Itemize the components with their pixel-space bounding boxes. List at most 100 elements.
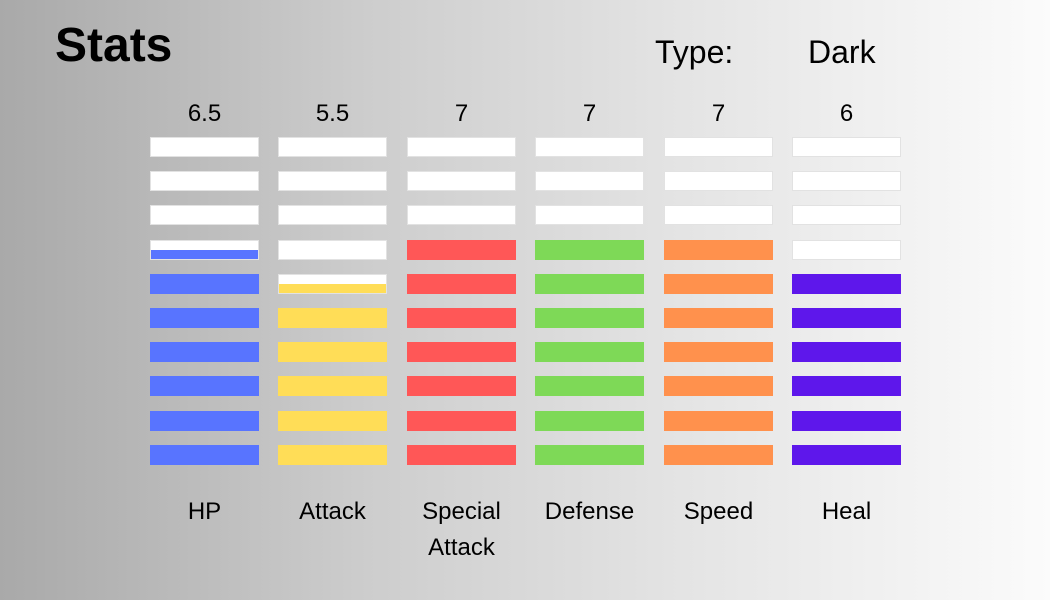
stat-segment bbox=[792, 239, 901, 260]
stat-segment bbox=[150, 308, 259, 328]
stat-segment bbox=[792, 444, 901, 465]
stat-segment-fill bbox=[665, 411, 772, 430]
stat-value: 7 bbox=[711, 100, 726, 127]
stat-column-special-attack: 7 Special Attack bbox=[407, 0, 516, 600]
stat-segment-fill bbox=[408, 411, 515, 430]
stat-segment bbox=[407, 239, 516, 260]
stat-segment-fill bbox=[151, 377, 258, 396]
stat-segment bbox=[407, 171, 516, 192]
stat-segment bbox=[792, 342, 901, 363]
stat-segment bbox=[407, 308, 516, 328]
stat-column-speed: 7 Speed bbox=[664, 0, 773, 600]
stat-segment bbox=[535, 239, 644, 260]
stat-segment bbox=[535, 410, 644, 431]
page-title: Stats bbox=[55, 19, 173, 72]
stat-segment bbox=[664, 342, 773, 363]
stat-column-heal: 6 Heal bbox=[792, 0, 901, 600]
stat-segment-fill bbox=[408, 309, 515, 327]
stat-segment-fill bbox=[665, 309, 772, 327]
stat-segment bbox=[407, 137, 516, 157]
stat-segment bbox=[150, 273, 259, 294]
stat-segment bbox=[407, 376, 516, 397]
stat-label: Heal bbox=[821, 498, 872, 525]
stat-segment bbox=[535, 444, 644, 465]
stat-value: 6.5 bbox=[187, 100, 222, 127]
stat-segment-fill bbox=[536, 274, 643, 293]
stat-segment bbox=[792, 308, 901, 328]
stat-segment-fill bbox=[279, 283, 386, 293]
stat-segment-fill bbox=[536, 343, 643, 362]
stat-segment-fill bbox=[536, 445, 643, 464]
stat-column-hp: 6.5 HP bbox=[150, 0, 259, 600]
stat-segment bbox=[150, 376, 259, 397]
stat-label: Defense bbox=[544, 498, 635, 525]
stat-segment bbox=[664, 444, 773, 465]
stat-column-attack: 5.5 Attack bbox=[278, 0, 387, 600]
stat-segment bbox=[407, 273, 516, 294]
stat-segment bbox=[664, 205, 773, 226]
stat-segment-fill bbox=[536, 411, 643, 430]
stat-label: Attack bbox=[299, 498, 366, 525]
stat-segment bbox=[792, 376, 901, 397]
stat-segment bbox=[664, 410, 773, 431]
stat-segment-fill bbox=[151, 309, 258, 327]
stat-segment bbox=[792, 273, 901, 294]
stat-segment bbox=[407, 205, 516, 226]
stat-column-defense: 7 Defense bbox=[535, 0, 644, 600]
stat-segment bbox=[278, 205, 387, 226]
stat-segment bbox=[150, 171, 259, 192]
stat-label: Speed bbox=[683, 498, 754, 525]
stat-segment-fill bbox=[665, 240, 772, 259]
stat-segment bbox=[664, 308, 773, 328]
stat-segment-fill bbox=[408, 240, 515, 259]
stat-segment bbox=[278, 137, 387, 157]
stat-segment bbox=[792, 410, 901, 431]
stat-segment bbox=[150, 205, 259, 226]
stat-segment-fill bbox=[279, 343, 386, 362]
stat-segment bbox=[150, 444, 259, 465]
stat-segment bbox=[792, 171, 901, 192]
stat-segment bbox=[535, 137, 644, 157]
stat-segment-fill bbox=[279, 309, 386, 327]
stat-segment-fill bbox=[665, 343, 772, 362]
stat-segment-fill bbox=[665, 377, 772, 396]
stat-segment-fill bbox=[408, 377, 515, 396]
stat-segment bbox=[535, 376, 644, 397]
stat-segment bbox=[535, 205, 644, 226]
stat-value: 7 bbox=[582, 100, 597, 127]
stat-segment bbox=[792, 205, 901, 226]
stat-segment bbox=[535, 273, 644, 294]
stat-segment-fill bbox=[793, 377, 900, 396]
stat-segment-fill bbox=[151, 411, 258, 430]
stat-value: 6 bbox=[839, 100, 854, 127]
stat-label: HP bbox=[187, 498, 222, 525]
stat-segment bbox=[535, 171, 644, 192]
stat-segment bbox=[278, 308, 387, 328]
stat-segment-fill bbox=[665, 445, 772, 464]
stat-segment bbox=[664, 239, 773, 260]
stat-segment-fill bbox=[536, 309, 643, 327]
stat-segment-fill bbox=[408, 343, 515, 362]
stat-segment bbox=[792, 137, 901, 157]
stat-segment bbox=[407, 342, 516, 363]
stat-segment bbox=[407, 444, 516, 465]
stat-segment bbox=[278, 376, 387, 397]
stat-segment bbox=[278, 444, 387, 465]
stat-segment-fill bbox=[665, 274, 772, 293]
stat-segment-fill bbox=[151, 274, 258, 293]
stat-segment bbox=[664, 376, 773, 397]
stat-segment-fill bbox=[793, 274, 900, 293]
stat-segment-fill bbox=[536, 377, 643, 396]
stat-segment bbox=[278, 273, 387, 294]
stat-segment bbox=[407, 410, 516, 431]
type-label: Type: bbox=[655, 34, 734, 70]
stat-segment bbox=[150, 410, 259, 431]
stat-segment bbox=[150, 342, 259, 363]
stat-segment-fill bbox=[151, 343, 258, 362]
stat-segment bbox=[664, 137, 773, 157]
stat-segment-fill bbox=[279, 377, 386, 396]
stat-segment bbox=[664, 273, 773, 294]
stat-segment-fill bbox=[793, 445, 900, 464]
stat-label: Special Attack bbox=[422, 498, 501, 561]
stat-value: 7 bbox=[454, 100, 469, 127]
